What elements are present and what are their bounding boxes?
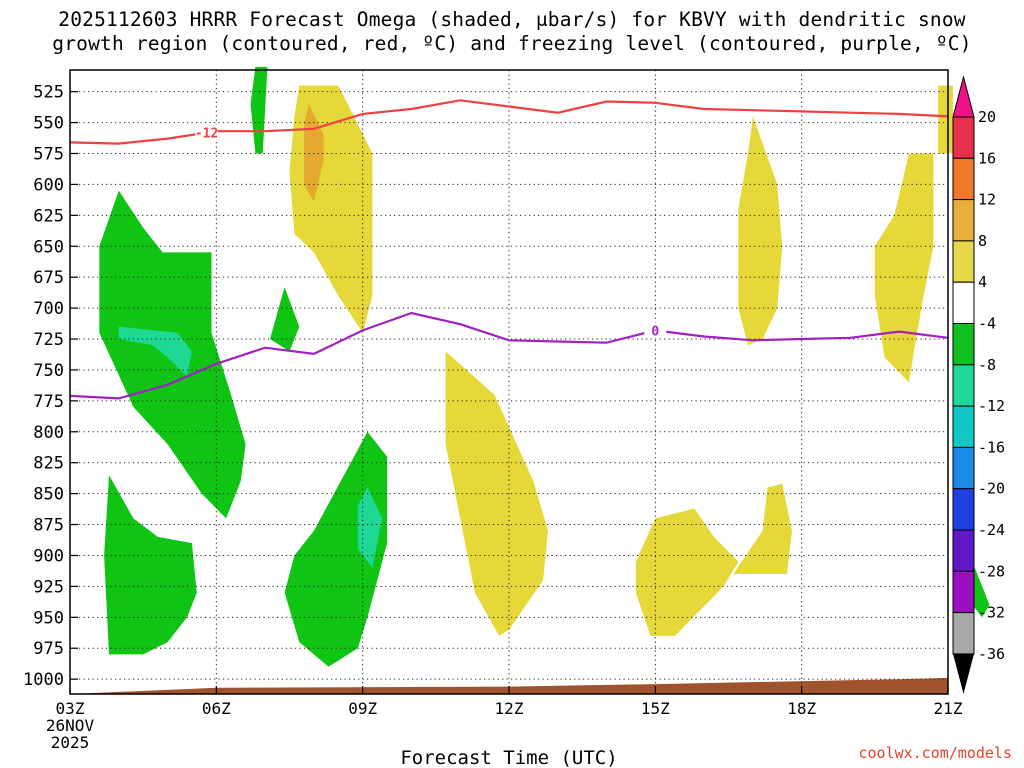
colorbar-label-16: -16 bbox=[978, 438, 1005, 456]
colorbar-swatch-7 bbox=[952, 364, 975, 407]
terrain-fill bbox=[70, 677, 948, 694]
x-start-date: 26NOV bbox=[46, 716, 95, 735]
y-tick-label-700: 700 bbox=[33, 299, 64, 319]
colorbar-swatch-13 bbox=[952, 612, 975, 655]
y-tick-label-750: 750 bbox=[33, 361, 64, 381]
colorbar-label-36: -36 bbox=[978, 645, 1005, 663]
y-tick-label-625: 625 bbox=[33, 206, 64, 226]
contour-line-2 bbox=[69, 311, 949, 400]
colorbar-label-4: -4 bbox=[978, 315, 996, 333]
colorbar-swatch-8 bbox=[952, 405, 975, 448]
omega-region-5 bbox=[733, 483, 792, 574]
omega-region-6 bbox=[738, 116, 783, 346]
colorbar-swatch-4 bbox=[952, 240, 975, 283]
colorbar-swatch-12 bbox=[952, 570, 975, 614]
contour-layer: -12 0 bbox=[69, 99, 949, 400]
colorbar-label-8: -8 bbox=[978, 356, 996, 374]
y-tick-label-875: 875 bbox=[33, 516, 64, 536]
colorbar-swatch-3 bbox=[952, 199, 975, 242]
colorbar-swatch-1 bbox=[952, 116, 975, 159]
colorbar-label-28: -28 bbox=[978, 562, 1005, 580]
y-tick-label-725: 725 bbox=[33, 330, 64, 350]
contour-label-1: -12 bbox=[195, 126, 218, 141]
omega-region-7 bbox=[874, 153, 934, 383]
y-tick-label-950: 950 bbox=[33, 608, 64, 628]
x-start-year: 2025 bbox=[51, 733, 90, 752]
omega-region-12 bbox=[270, 287, 300, 352]
colorbar-swatch-10 bbox=[952, 488, 975, 531]
colorbar-label-12: 12 bbox=[978, 191, 996, 209]
contour-label-bg-1 bbox=[195, 124, 218, 140]
chart-title-line-1: 2025112603 HRRR Forecast Omega (shaded, … bbox=[58, 8, 966, 31]
colorbar-swatch-9 bbox=[952, 446, 975, 490]
omega-region-8 bbox=[938, 85, 953, 154]
y-tick-label-575: 575 bbox=[33, 144, 64, 164]
colorbar-label-24: -24 bbox=[978, 521, 1005, 539]
colorbar-label-12: -12 bbox=[978, 397, 1005, 415]
colorbar-swatch-2 bbox=[952, 157, 975, 201]
omega-region-3 bbox=[445, 351, 548, 636]
y-tick-label-800: 800 bbox=[33, 423, 64, 443]
chart-title: 2025112603 HRRR Forecast Omega (shaded, … bbox=[0, 8, 1024, 56]
x-tick-label-09z: 09Z bbox=[348, 699, 377, 718]
chart-title-line-2: growth region (contoured, red, ºC) and f… bbox=[52, 32, 972, 55]
colorbar: 20 16 12 8 4 -4 -8 -12 -16 -20 -24 -28 -32 -36 bbox=[952, 75, 1005, 694]
omega-region-13 bbox=[284, 431, 388, 667]
x-tick-label-03z: 03Z bbox=[56, 699, 85, 718]
colorbar-bottom-arrow bbox=[953, 653, 974, 694]
colorbar-label-8: 8 bbox=[978, 232, 987, 250]
y-tick-label-675: 675 bbox=[33, 268, 64, 288]
y-tick-label-825: 825 bbox=[33, 454, 64, 474]
axes-layer: 525 550 575 600 625 650 675 700 725 750 775 800 825 8… bbox=[23, 83, 963, 768]
contour-label-bg-2 bbox=[644, 322, 667, 338]
colorbar-label-20: -20 bbox=[978, 480, 1005, 498]
grid-layer bbox=[70, 70, 948, 694]
x-tick-label-12z: 12Z bbox=[495, 699, 524, 718]
omega-region-10 bbox=[104, 475, 197, 655]
y-tick-label-925: 925 bbox=[33, 577, 64, 597]
y-tick-label-550: 550 bbox=[33, 114, 64, 134]
x-tick-label-21z: 21Z bbox=[934, 699, 963, 718]
contour-label-2: 0 bbox=[651, 324, 659, 339]
y-tick-label-900: 900 bbox=[33, 546, 64, 566]
colorbar-swatch-11 bbox=[952, 529, 975, 572]
colorbar-label-4: 4 bbox=[978, 273, 987, 291]
x-tick-label-06z: 06Z bbox=[202, 699, 231, 718]
omega-shading-layer bbox=[70, 66, 990, 694]
colorbar-top-arrow bbox=[952, 75, 975, 118]
y-tick-label-850: 850 bbox=[33, 485, 64, 505]
y-tick-label-600: 600 bbox=[33, 175, 64, 195]
source-credit[interactable]: coolwx.com/models bbox=[858, 744, 1012, 762]
omega-region-16 bbox=[357, 487, 383, 568]
y-tick-label-975: 975 bbox=[33, 639, 64, 659]
x-tick-label-15z: 15Z bbox=[641, 699, 670, 718]
colorbar-swatch-5 bbox=[952, 281, 975, 325]
colorbar-label-20: 20 bbox=[978, 108, 996, 126]
colorbar-label-32: -32 bbox=[978, 604, 1005, 622]
y-tick-label-775: 775 bbox=[33, 392, 64, 412]
omega-region-11 bbox=[250, 66, 268, 154]
omega-region-4 bbox=[635, 508, 739, 636]
y-tick-label-525: 525 bbox=[33, 83, 64, 103]
colorbar-swatch-6 bbox=[952, 323, 975, 366]
y-tick-label-1000: 1000 bbox=[23, 670, 64, 690]
y-tick-label-650: 650 bbox=[33, 237, 64, 257]
x-tick-label-18z: 18Z bbox=[787, 699, 816, 718]
x-axis-label: Forecast Time (UTC) bbox=[400, 747, 617, 768]
colorbar-label-16: 16 bbox=[978, 149, 996, 167]
